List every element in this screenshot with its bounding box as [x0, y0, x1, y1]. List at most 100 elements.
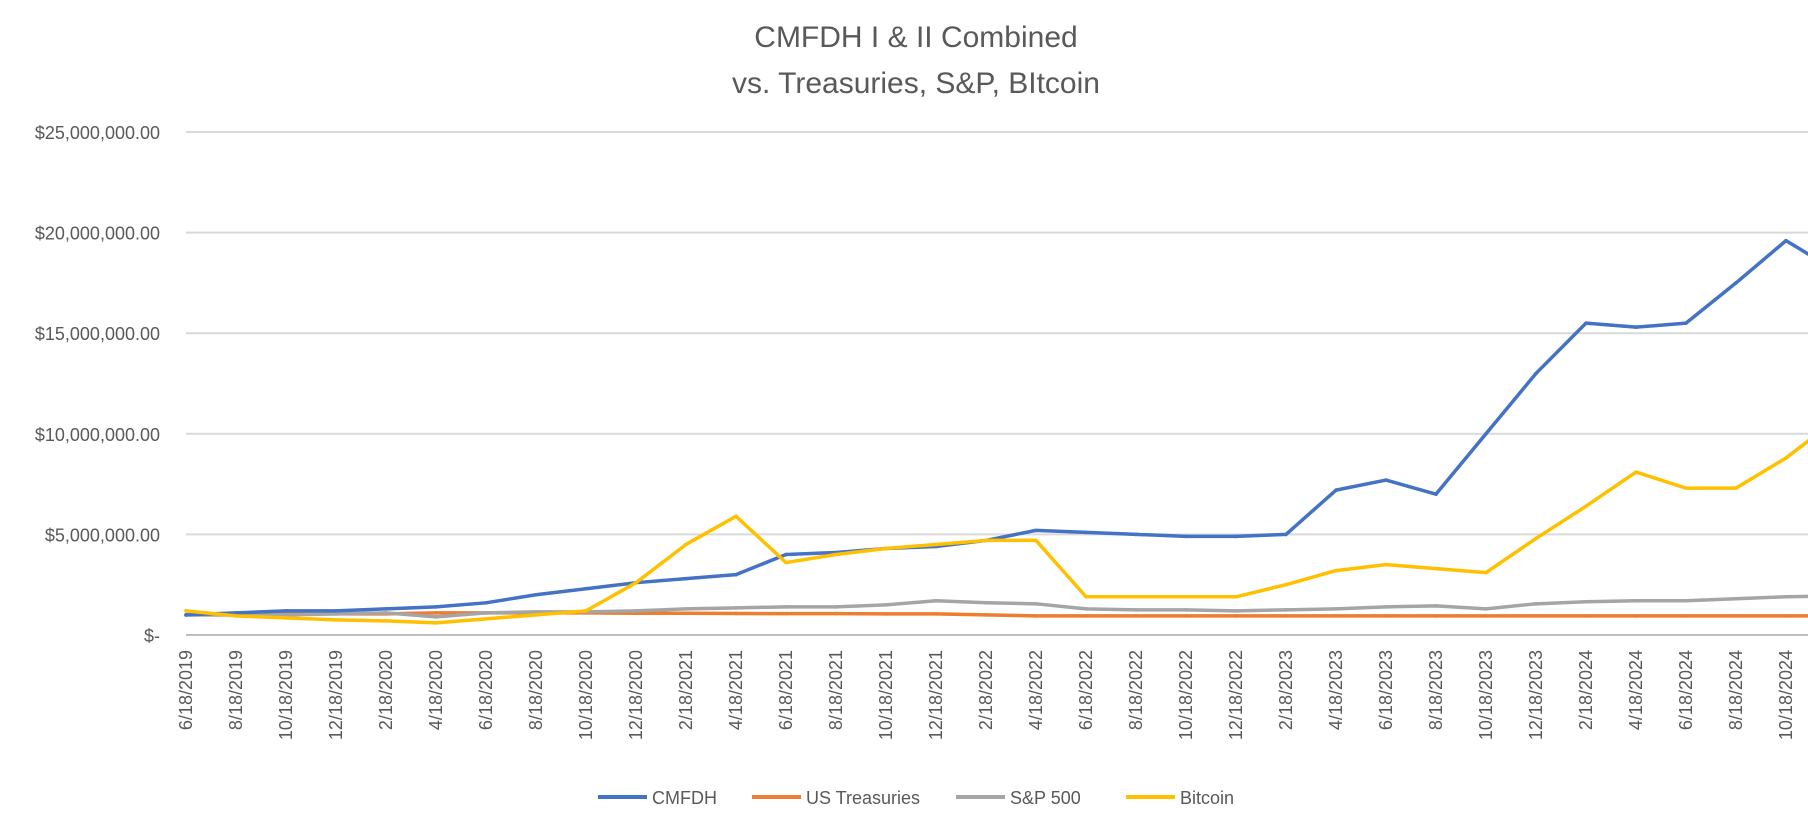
x-tick-label: 8/18/2019 [226, 650, 246, 730]
data-point [834, 605, 838, 609]
x-tick-label: 4/18/2023 [1326, 650, 1346, 730]
data-point [534, 592, 538, 597]
gridlines [186, 131, 1808, 636]
data-point [934, 542, 938, 547]
data-point [1684, 598, 1688, 603]
legend: CMFDH US Treasuries S&P 500 Bitcoin [598, 788, 1234, 808]
series-line-cmfdh [184, 238, 1808, 617]
x-tick-label: 12/18/2022 [1226, 650, 1246, 740]
data-point [1634, 470, 1638, 474]
y-tick-label: $- [144, 626, 160, 646]
data-point [434, 621, 438, 625]
data-point [1084, 594, 1088, 599]
data-point [984, 613, 988, 617]
data-point [1784, 614, 1788, 618]
x-tick-label: 2/18/2023 [1276, 650, 1296, 730]
data-point [1534, 371, 1538, 376]
data-point [1434, 492, 1438, 496]
data-point [1084, 614, 1088, 618]
data-point [1334, 607, 1338, 611]
data-point [1484, 607, 1488, 611]
data-point [384, 619, 388, 623]
data-point [484, 611, 488, 615]
data-point [1734, 281, 1738, 285]
x-tick-label: 2/18/2024 [1576, 650, 1596, 730]
data-point [1034, 614, 1038, 618]
data-point [1184, 534, 1188, 539]
data-point [1784, 238, 1788, 243]
data-point [1084, 607, 1088, 611]
data-point [534, 610, 538, 614]
chart-subtitle: vs. Treasuries, S&P, BItcoin [732, 67, 1100, 100]
x-tick-label: 8/18/2024 [1726, 650, 1746, 730]
data-point [1184, 594, 1188, 599]
data-point [1184, 614, 1188, 618]
x-tick-label: 12/18/2021 [926, 650, 946, 740]
data-point [1184, 608, 1188, 612]
data-point [1034, 528, 1038, 533]
data-point [1284, 532, 1288, 537]
x-tick-label: 8/18/2023 [1426, 650, 1446, 730]
data-point [1484, 570, 1488, 575]
x-tick-label: 8/18/2022 [1126, 650, 1146, 730]
data-point [334, 618, 338, 622]
x-tick-label: 12/18/2019 [326, 650, 346, 740]
data-point [784, 611, 788, 616]
y-tick-label: $25,000,000.00 [35, 123, 160, 143]
x-tick-label: 10/18/2020 [576, 650, 596, 740]
data-point [1234, 614, 1238, 618]
x-axis-ticks: 6/18/2019 8/18/2019 10/18/2019 12/18/2019 2/… [176, 650, 1796, 740]
data-point [234, 614, 238, 618]
data-point [684, 607, 688, 611]
data-point [834, 611, 838, 616]
chart-title: CMFDH I & II Combined [754, 21, 1077, 54]
x-tick-label: 8/18/2021 [826, 650, 846, 730]
legend-label: CMFDH [652, 788, 717, 808]
data-point [1734, 596, 1738, 601]
y-tick-label: $10,000,000.00 [35, 425, 160, 445]
x-tick-label: 6/18/2020 [476, 650, 496, 730]
data-point [1134, 608, 1138, 612]
data-point [184, 609, 188, 613]
data-point [584, 586, 588, 591]
y-tick-label: $5,000,000.00 [45, 525, 160, 545]
data-point [1684, 321, 1688, 325]
x-tick-label: 8/18/2020 [526, 650, 546, 730]
series-line-bitcoin [184, 438, 1808, 625]
data-point [484, 601, 488, 605]
data-point [634, 580, 638, 585]
data-point [1384, 605, 1388, 609]
data-point [1434, 566, 1438, 571]
data-point [734, 606, 738, 610]
data-point [1634, 598, 1638, 603]
data-point [1134, 594, 1138, 599]
data-point [1134, 614, 1138, 618]
x-tick-label: 4/18/2024 [1626, 650, 1646, 730]
x-tick-label: 2/18/2022 [976, 650, 996, 730]
y-tick-label: $20,000,000.00 [35, 224, 160, 244]
data-point [1484, 614, 1488, 618]
data-point [1634, 325, 1638, 329]
data-point [1484, 432, 1488, 436]
x-tick-label: 6/18/2024 [1676, 650, 1696, 730]
series-lines [184, 238, 1808, 625]
data-point [284, 613, 288, 617]
data-point [684, 576, 688, 581]
y-axis-ticks: $- $5,000,000.00 $10,000,000.00 $15,000,000… [35, 123, 160, 646]
data-point [834, 552, 838, 557]
data-point [1784, 456, 1788, 460]
data-point [734, 514, 738, 519]
data-point [1534, 602, 1538, 606]
legend-label: US Treasuries [806, 788, 920, 808]
x-tick-label: 10/18/2023 [1476, 650, 1496, 740]
data-point [1284, 582, 1288, 587]
data-point [1284, 614, 1288, 618]
x-tick-label: 6/18/2021 [776, 650, 796, 730]
data-point [1084, 530, 1088, 535]
data-point [684, 611, 688, 616]
x-tick-label: 6/18/2022 [1076, 650, 1096, 730]
x-tick-label: 4/18/2022 [1026, 650, 1046, 730]
y-tick-label: $15,000,000.00 [35, 324, 160, 344]
